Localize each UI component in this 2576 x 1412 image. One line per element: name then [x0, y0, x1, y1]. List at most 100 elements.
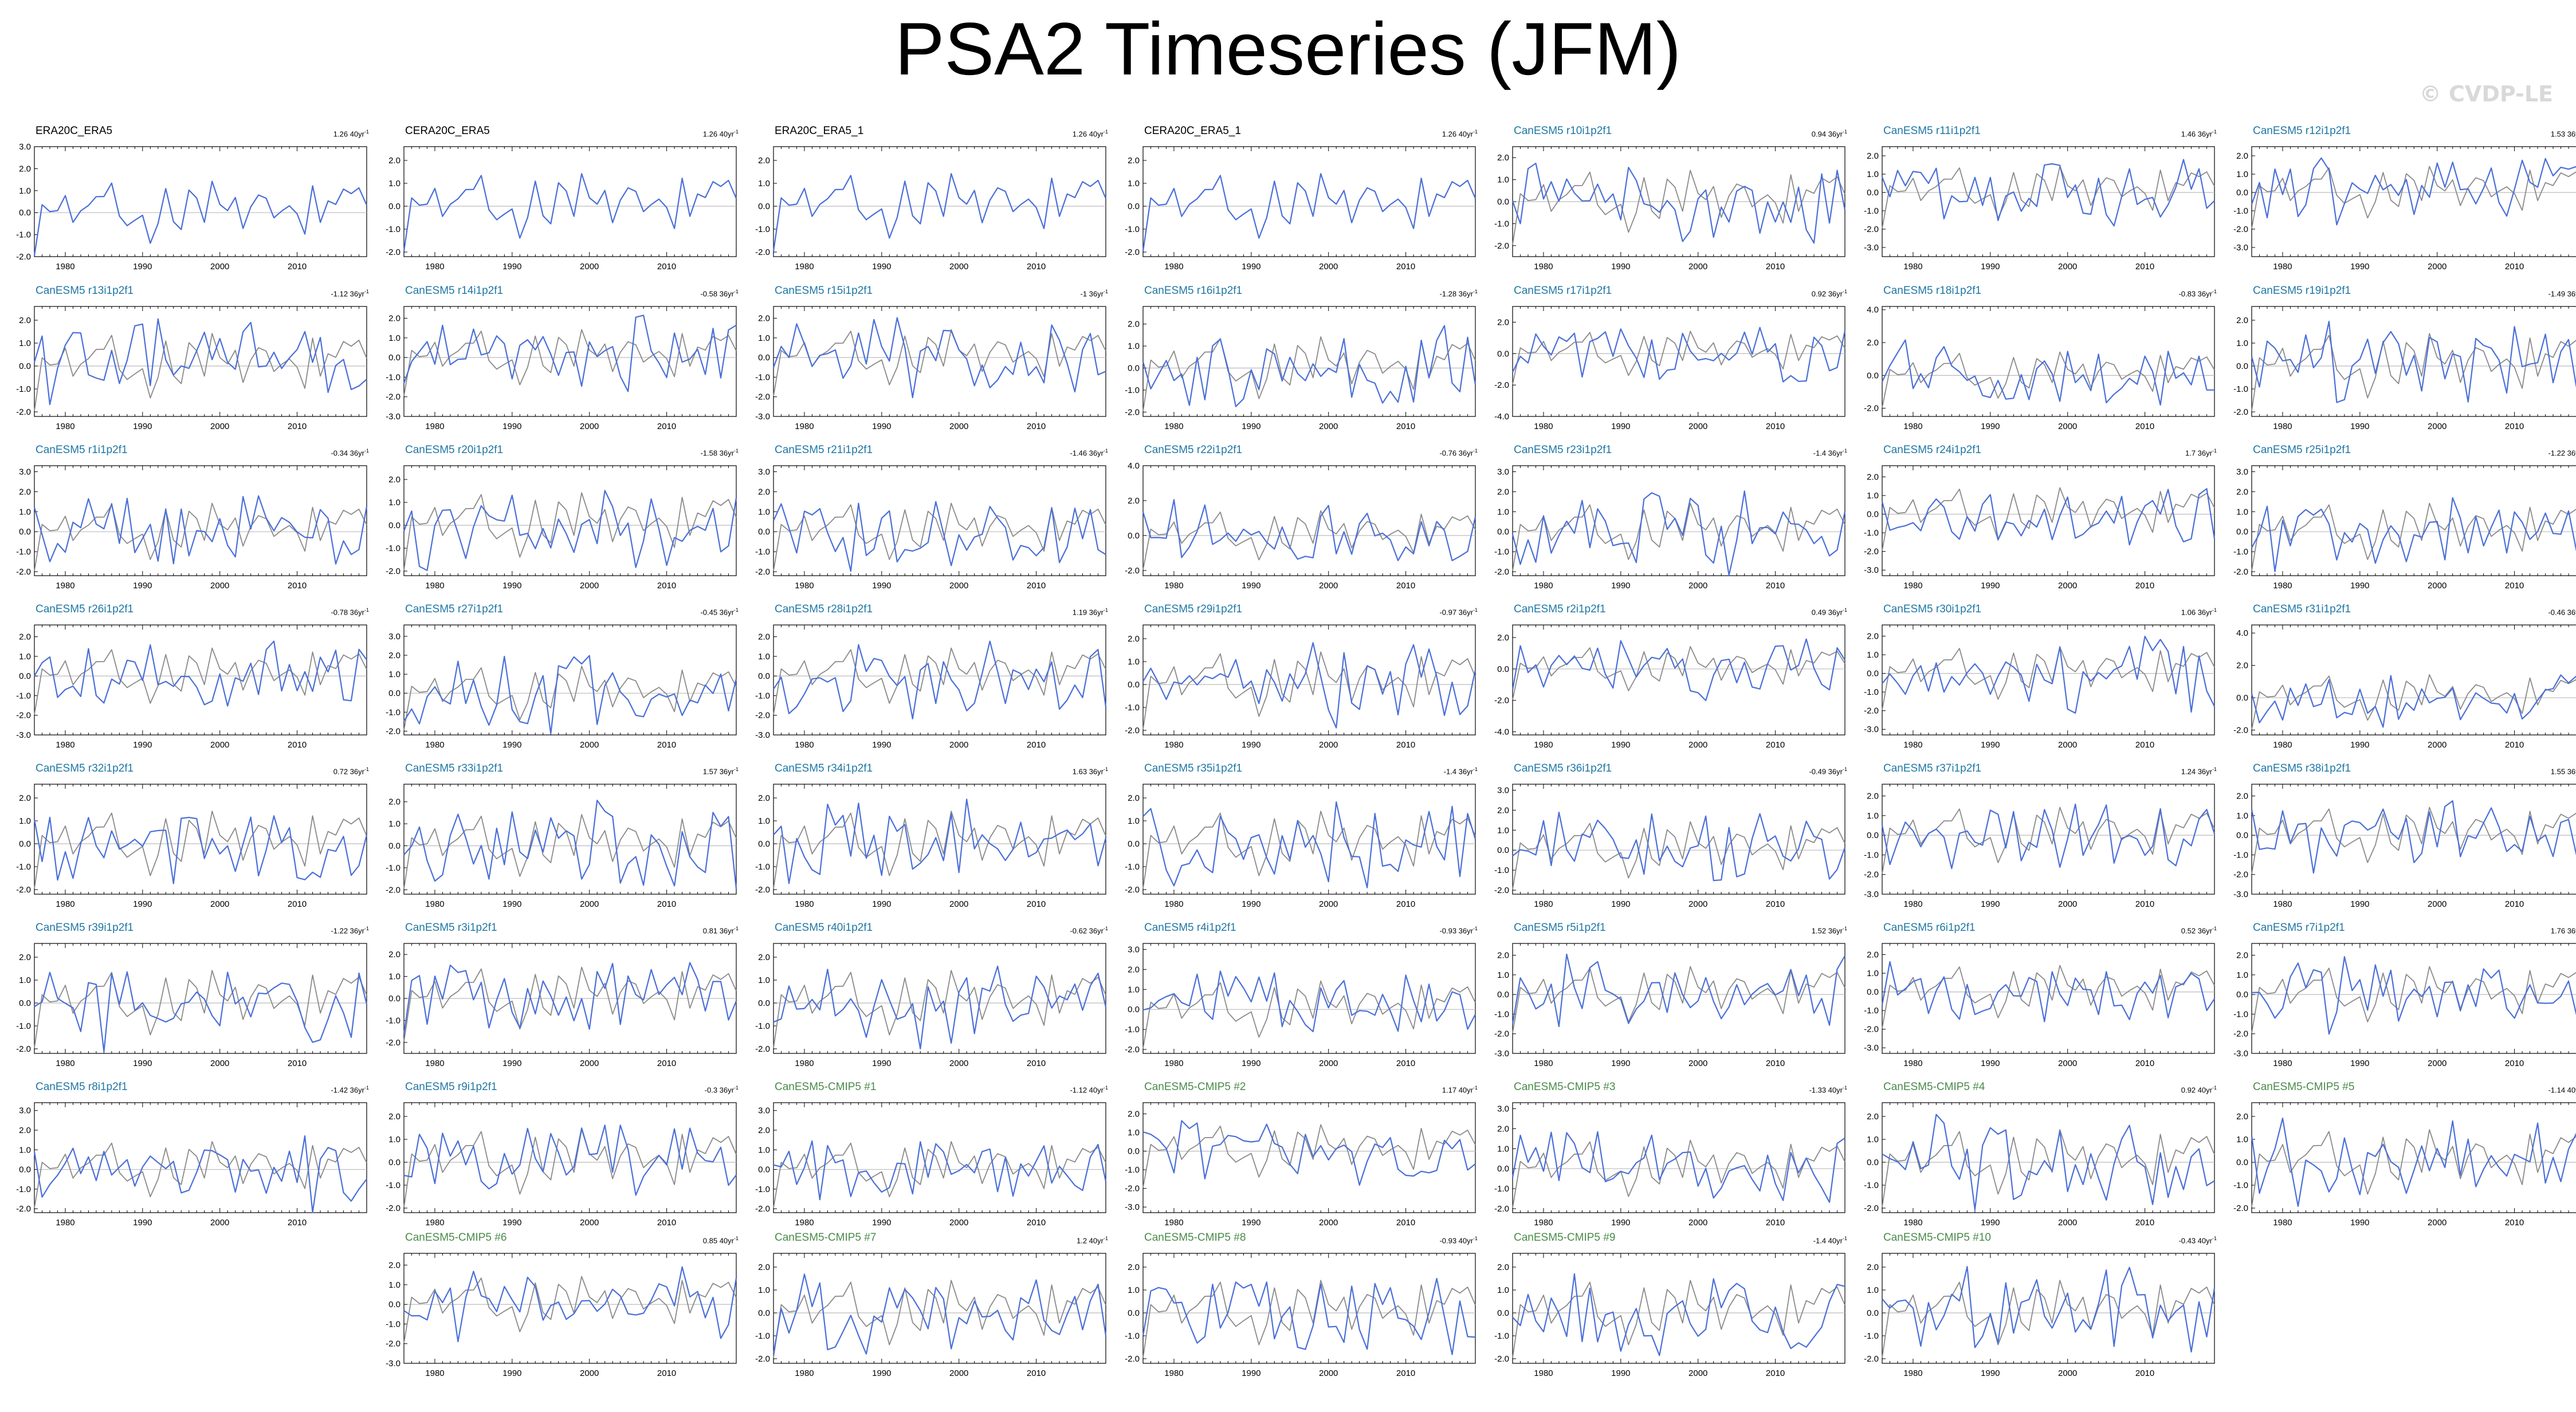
trend-label: -0.58 36yr-1	[700, 287, 739, 298]
y-tick-label: -3.0	[755, 730, 770, 740]
panel-title: CanESM5 r28i1p2f1	[775, 603, 873, 615]
plot-frame	[2251, 784, 2576, 895]
plot-frame	[403, 306, 737, 417]
panel-plot: 2.0 1.0 0.0 -1.0 -2.0 -3.0 1980 1990 2000 2010	[2233, 146, 2576, 272]
y-tick-label: -2.0	[386, 1203, 400, 1213]
trend-value: 1.55 36yr	[2550, 767, 2576, 776]
panel-plot: 3.0 2.0 1.0 0.0 -1.0 -2.0 1980 1990 2000 2010	[16, 465, 368, 591]
y-tick-label: -1.0	[755, 691, 770, 701]
trend-exponent: -1	[1472, 766, 1478, 772]
x-tick-label: 1980	[1534, 581, 1553, 591]
y-tick-label: 0.0	[758, 998, 770, 1008]
trend-label: -0.97 36yr-1	[1439, 605, 1478, 617]
x-tick-label: 1990	[1611, 740, 1630, 750]
x-tick-label: 1990	[1981, 740, 2000, 750]
x-tick-label: 2000	[949, 581, 968, 591]
y-tick-label: 1.0	[388, 1135, 400, 1144]
x-tick-label: 1990	[1611, 899, 1630, 909]
panel-title: CanESM5 r23i1p2f1	[1514, 444, 1612, 456]
obs-reference-line	[1512, 502, 1845, 571]
y-tick-label: 0.0	[758, 671, 770, 681]
trend-value: -1.22 36yr	[331, 926, 364, 935]
y-tick-label: 2.0	[1867, 338, 1879, 348]
x-tick-label: 1990	[502, 422, 521, 431]
timeseries-panel: CanESM5 r40i1p2f1 -0.62 36yr-1 2.0 1.0 0.0 -1…	[755, 922, 1142, 1081]
y-tick-label: -2.0	[16, 567, 31, 577]
plot-frame	[1882, 146, 2215, 257]
y-tick-label: -1.0	[16, 1185, 31, 1194]
series-line	[33, 318, 367, 406]
trend-label: -1.46 36yr-1	[1070, 446, 1108, 458]
y-tick-label: 1.0	[2236, 970, 2248, 980]
panel-title: CanESM5 r17i1p2f1	[1514, 285, 1612, 297]
y-tick-label: 2.0	[758, 314, 770, 324]
trend-value: -0.46 36yr	[2548, 608, 2576, 617]
y-tick-label: 0.0	[1128, 1005, 1140, 1014]
trend-value: 1.26 40yr	[1442, 129, 1473, 139]
panel-plot: 3.0 2.0 1.0 0.0 -1.0 -2.0 1980 1990 2000 2010	[16, 142, 368, 272]
x-tick-label: 2000	[949, 422, 968, 431]
trend-value: 1.26 40yr	[333, 129, 364, 139]
plot-frame	[773, 1102, 1106, 1213]
y-tick-label: -4.0	[1494, 412, 1509, 422]
x-tick-label: 1990	[502, 581, 521, 591]
plot-frame	[34, 784, 367, 895]
x-tick-label: 1980	[1164, 262, 1183, 272]
trend-exponent: -1	[2212, 129, 2217, 135]
y-tick-label: 1.0	[758, 179, 770, 188]
x-tick-label: 1990	[872, 422, 891, 431]
x-tick-label: 1990	[1981, 262, 2000, 272]
y-tick-label: 0.0	[2236, 361, 2248, 371]
y-tick-label: 1.0	[1867, 650, 1879, 660]
y-tick-label: 2.0	[758, 487, 770, 497]
y-tick-label: 1.0	[19, 339, 31, 348]
trend-exponent: -1	[2212, 607, 2217, 613]
y-tick-label: -2.0	[386, 392, 400, 402]
x-tick-label: 1980	[1903, 899, 1922, 909]
panel-title: CanESM5 r25i1p2f1	[2253, 444, 2351, 456]
y-tick-label: -2.0	[1125, 726, 1140, 736]
panel-plot: 2.0 1.0 0.0 -1.0 -2.0 1980 1990 2000 2010	[1125, 784, 1477, 909]
x-tick-label: 1990	[133, 1059, 152, 1068]
y-tick-label: -1.0	[755, 225, 770, 234]
series-line	[33, 180, 368, 256]
series-line	[1511, 638, 1845, 701]
y-tick-label: 2.0	[1497, 805, 1509, 815]
obs-reference-line	[1882, 351, 2215, 408]
y-tick-label: 0.0	[1128, 680, 1140, 690]
trend-label: -0.76 36yr-1	[1439, 446, 1478, 458]
y-tick-label: 2.0	[1867, 151, 1879, 161]
x-tick-label: 1990	[872, 262, 891, 272]
y-tick-label: -2.0	[1864, 225, 1879, 234]
series-line	[34, 640, 367, 707]
y-tick-label: -2.0	[755, 711, 770, 721]
y-tick-label: 1.0	[19, 186, 31, 196]
y-tick-label: -3.0	[1864, 725, 1879, 734]
trend-exponent: -1	[1472, 129, 1478, 135]
plot-frame	[403, 465, 737, 576]
obs-reference-line	[34, 647, 367, 715]
x-tick-label: 2010	[2135, 422, 2154, 431]
y-tick-label: -2.0	[16, 1204, 31, 1214]
y-tick-label: 3.0	[19, 142, 31, 152]
y-tick-label: 4.0	[1867, 305, 1879, 315]
y-tick-label: 0.0	[1867, 371, 1879, 380]
obs-reference-line	[1882, 965, 2215, 1029]
timeseries-panel: CanESM5 r9i1p2f1 -0.3 36yr-1 2.0 1.0 0.0 -1.0…	[386, 1081, 772, 1240]
panel-title: CanESM5 r21i1p2f1	[775, 444, 873, 456]
panel-plot: 2.0 1.0 0.0 -1.0 -2.0 1980 1990 2000 2010	[386, 784, 737, 909]
x-tick-label: 2010	[657, 262, 676, 272]
trend-exponent: -1	[733, 607, 739, 613]
x-tick-label: 2010	[1766, 262, 1785, 272]
timeseries-panel: CanESM5 r10i1p2f1 0.94 36yr-1 2.0 1.0 0.0 -1.…	[1494, 125, 1881, 284]
x-tick-label: 2010	[1766, 899, 1785, 909]
y-tick-label: -2.0	[2233, 225, 2248, 234]
series-line	[1881, 961, 2215, 1022]
series-line	[2251, 157, 2576, 226]
x-tick-label: 2010	[657, 740, 676, 750]
trend-label: 1.26 40yr-1	[333, 127, 369, 139]
x-tick-label: 2000	[1688, 581, 1707, 591]
trend-value: 1.26 40yr	[702, 129, 734, 139]
y-tick-label: 1.0	[1867, 811, 1879, 821]
y-tick-label: 1.0	[388, 972, 400, 982]
